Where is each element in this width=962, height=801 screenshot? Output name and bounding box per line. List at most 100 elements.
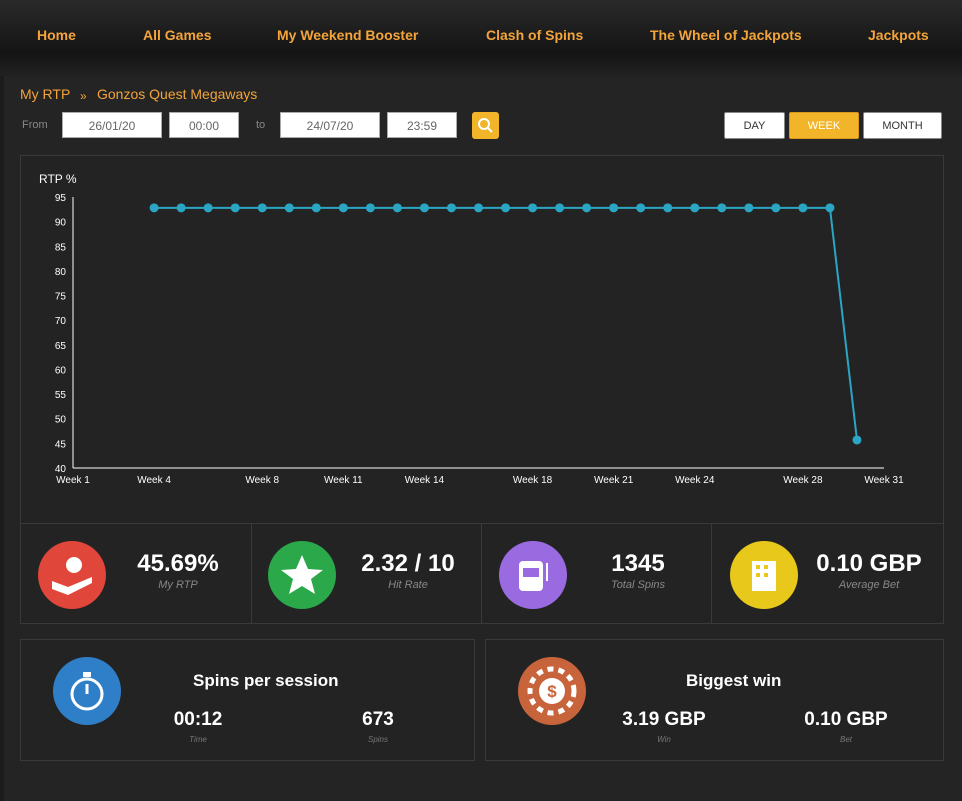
to-time[interactable]: 23:59 bbox=[387, 112, 457, 138]
rtp-point bbox=[230, 203, 240, 213]
box-label: Win bbox=[657, 735, 671, 744]
x-tick-label: Week 1 bbox=[56, 475, 90, 486]
nav-link[interactable]: All Games bbox=[143, 27, 212, 43]
y-tick-label: 60 bbox=[55, 365, 67, 376]
rtp-point bbox=[798, 203, 808, 213]
rtp-point bbox=[284, 203, 294, 213]
breadcrumb-current: Gonzos Quest Megaways bbox=[97, 86, 258, 102]
y-tick-label: 65 bbox=[55, 341, 67, 352]
chart-box: RTP % 40 45 50 55 60 65 70 75 80 85 90 95 Week 1 Week… bbox=[20, 155, 944, 524]
box-title: Spins per session bbox=[193, 671, 339, 690]
sessions-box: Spins per session 00:12 Time 673 Spins bbox=[20, 639, 475, 761]
rtp-point bbox=[528, 203, 538, 213]
rtp-point bbox=[717, 203, 727, 213]
rtp-point bbox=[474, 203, 483, 213]
box-label: Bet bbox=[839, 735, 852, 744]
nav-link[interactable]: The Wheel of Jackpots bbox=[650, 27, 802, 43]
nav-link[interactable]: My Weekend Booster bbox=[277, 27, 419, 43]
rtp-point bbox=[365, 203, 375, 213]
rtp-point bbox=[311, 203, 321, 213]
biggest-win-box: $ Biggest win 3.19 GBP Win 0.10 GBP Bet bbox=[485, 639, 944, 761]
rtp-point bbox=[555, 203, 565, 213]
chart: RTP % 40 45 50 55 60 65 70 75 80 85 90 95 Week 1 Week… bbox=[39, 172, 904, 486]
divider bbox=[481, 524, 482, 624]
y-tick-label: 95 bbox=[55, 193, 67, 204]
rtp-icon bbox=[38, 541, 106, 609]
x-tick-label: Week 18 bbox=[513, 475, 553, 486]
from-date[interactable]: 26/01/20 bbox=[62, 112, 162, 138]
stat-value: 0.10 GBP bbox=[816, 550, 922, 577]
box-value: 0.10 GBP bbox=[804, 709, 888, 730]
x-tick-label: Week 21 bbox=[594, 475, 634, 486]
box-value: 3.19 GBP bbox=[622, 709, 706, 730]
breadcrumb-sep: » bbox=[80, 89, 87, 103]
y-tick-label: 50 bbox=[55, 415, 67, 426]
y-tick-label: 80 bbox=[55, 267, 67, 278]
rtp-point bbox=[582, 203, 592, 213]
rtp-point bbox=[744, 203, 754, 213]
x-tick-label: Week 8 bbox=[245, 475, 279, 486]
svg-text:$: $ bbox=[547, 682, 557, 701]
box-value: 00:12 bbox=[173, 709, 223, 730]
chip-icon: $ bbox=[518, 657, 586, 725]
rtp-line bbox=[154, 206, 858, 441]
rtp-point bbox=[419, 203, 429, 213]
search-button[interactable] bbox=[472, 112, 499, 139]
rtp-point bbox=[771, 203, 781, 213]
divider bbox=[251, 524, 252, 624]
timer-icon bbox=[53, 657, 121, 725]
stats-row: 45.69% My RTP 2.32 / 10 Hit Rate 1345 To… bbox=[20, 523, 944, 624]
x-tick-label: Week 11 bbox=[324, 475, 363, 486]
stat-label: Average Bet bbox=[838, 579, 900, 591]
bet-icon bbox=[730, 541, 798, 609]
from-time[interactable]: 00:00 bbox=[169, 112, 239, 138]
stat-value: 2.32 / 10 bbox=[361, 550, 455, 577]
rtp-point bbox=[338, 203, 348, 213]
box-title: Biggest win bbox=[686, 671, 782, 690]
rtp-point bbox=[636, 203, 646, 213]
period-button[interactable]: MONTH bbox=[863, 112, 942, 139]
nav-link[interactable]: Home bbox=[37, 27, 76, 43]
y-tick-label: 40 bbox=[55, 464, 67, 475]
rtp-point bbox=[149, 203, 159, 213]
y-tick-label: 55 bbox=[55, 390, 67, 401]
box-label: Spins bbox=[367, 735, 388, 744]
stat-label: Total Spins bbox=[610, 579, 666, 591]
y-tick-label: 70 bbox=[55, 316, 67, 327]
stat-label: My RTP bbox=[158, 579, 198, 591]
stat-label: Hit Rate bbox=[388, 579, 428, 591]
y-tick-label: 45 bbox=[55, 439, 67, 450]
hitrate-icon bbox=[268, 541, 336, 609]
rtp-point bbox=[852, 435, 862, 445]
divider bbox=[711, 524, 712, 624]
rtp-point bbox=[825, 203, 835, 213]
to-date[interactable]: 24/07/20 bbox=[280, 112, 380, 138]
box-label: Time bbox=[189, 735, 207, 744]
rtp-point bbox=[609, 203, 619, 213]
rtp-point bbox=[663, 203, 673, 213]
x-tick-label: Week 4 bbox=[137, 475, 171, 486]
x-tick-label: Week 14 bbox=[405, 475, 445, 486]
rtp-point bbox=[176, 203, 186, 213]
box-value: 673 bbox=[362, 709, 394, 730]
period-button[interactable]: DAY bbox=[724, 112, 785, 139]
y-axis-title: RTP % bbox=[39, 172, 77, 186]
nav-link[interactable]: Clash of Spins bbox=[486, 27, 584, 43]
x-tick-label: Week 28 bbox=[783, 475, 823, 486]
to-label: to bbox=[256, 119, 266, 131]
search-icon bbox=[478, 118, 493, 133]
y-tick-label: 90 bbox=[55, 218, 67, 229]
rtp-point bbox=[203, 203, 213, 213]
from-label: From bbox=[22, 119, 48, 131]
rtp-point bbox=[257, 203, 267, 213]
rtp-point bbox=[392, 203, 402, 213]
x-tick-label: Week 31 bbox=[864, 475, 904, 486]
spins-icon bbox=[499, 541, 567, 609]
breadcrumb-link[interactable]: My RTP bbox=[20, 86, 71, 102]
nav-bar: Home All Games My Weekend Booster Clash … bbox=[0, 0, 962, 76]
period-button[interactable]: WEEK bbox=[789, 112, 859, 139]
rtp-point bbox=[446, 203, 456, 213]
stat-value: 45.69% bbox=[137, 550, 219, 577]
y-tick-label: 85 bbox=[55, 242, 67, 253]
nav-link[interactable]: Jackpots bbox=[868, 27, 929, 43]
